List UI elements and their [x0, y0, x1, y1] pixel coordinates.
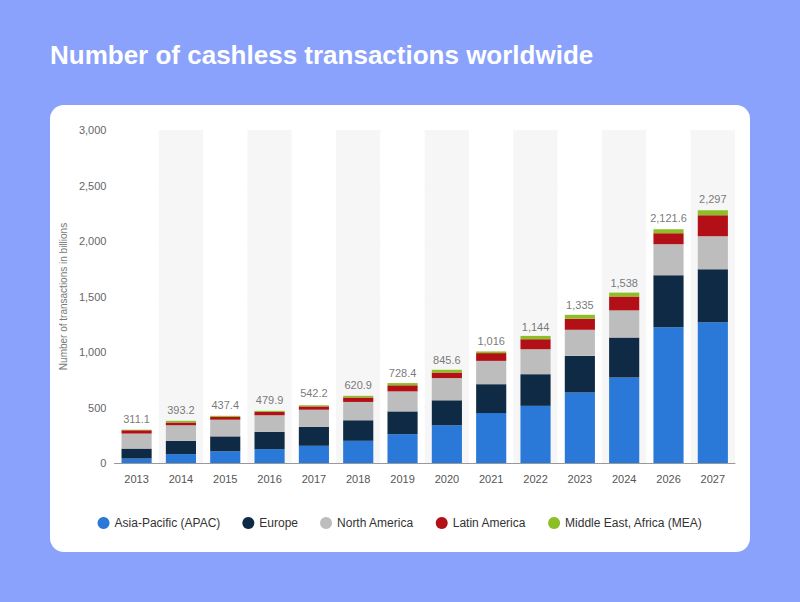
svg-text:393.2: 393.2 [167, 404, 195, 416]
svg-text:Latin America: Latin America [453, 516, 526, 530]
svg-text:728.4: 728.4 [389, 367, 417, 379]
svg-text:2020: 2020 [435, 473, 459, 485]
svg-text:Asia-Pacific (APAC): Asia-Pacific (APAC) [115, 516, 221, 530]
svg-text:845.6: 845.6 [433, 354, 461, 366]
svg-text:542.2: 542.2 [300, 387, 328, 399]
svg-text:620.9: 620.9 [344, 379, 372, 391]
svg-text:2,000: 2,000 [79, 235, 107, 247]
svg-text:1,000: 1,000 [79, 346, 107, 358]
svg-text:0: 0 [100, 457, 106, 469]
svg-text:2018: 2018 [346, 473, 370, 485]
svg-text:311.1: 311.1 [123, 413, 150, 425]
svg-text:2014: 2014 [169, 473, 193, 485]
svg-text:2019: 2019 [390, 473, 414, 485]
svg-text:2013: 2013 [124, 473, 148, 485]
html-text:Number of cashless transaction: Number of cashless transactions worldwid… [50, 40, 594, 70]
svg-text:Number of transactions in bill: Number of transactions in billions [58, 223, 69, 370]
svg-text:1,538: 1,538 [610, 277, 638, 289]
svg-text:2023: 2023 [568, 473, 592, 485]
svg-text:2015: 2015 [213, 473, 237, 485]
svg-text:Middle East, Africa (MEA): Middle East, Africa (MEA) [565, 516, 702, 530]
svg-text:North America: North America [337, 516, 413, 530]
svg-text:1,335: 1,335 [566, 299, 594, 311]
svg-text:3,000: 3,000 [79, 124, 107, 136]
svg-text:2024: 2024 [612, 473, 636, 485]
svg-text:2027: 2027 [701, 473, 725, 485]
svg-text:Europe: Europe [259, 516, 298, 530]
svg-text:2017: 2017 [302, 473, 326, 485]
svg-text:2,121.6: 2,121.6 [650, 212, 687, 224]
svg-text:500: 500 [88, 402, 106, 414]
svg-text:2,500: 2,500 [79, 180, 107, 192]
svg-text:2021: 2021 [479, 473, 503, 485]
svg-text:2016: 2016 [257, 473, 281, 485]
svg-text:2,297: 2,297 [699, 193, 727, 205]
svg-text:1,500: 1,500 [79, 291, 107, 303]
svg-text:1,144: 1,144 [522, 321, 550, 333]
svg-text:1,016: 1,016 [477, 335, 505, 347]
svg-text:2022: 2022 [523, 473, 547, 485]
svg-text:437.4: 437.4 [211, 399, 239, 411]
svg-text:2026: 2026 [656, 473, 680, 485]
svg-text:479.9: 479.9 [256, 394, 284, 406]
